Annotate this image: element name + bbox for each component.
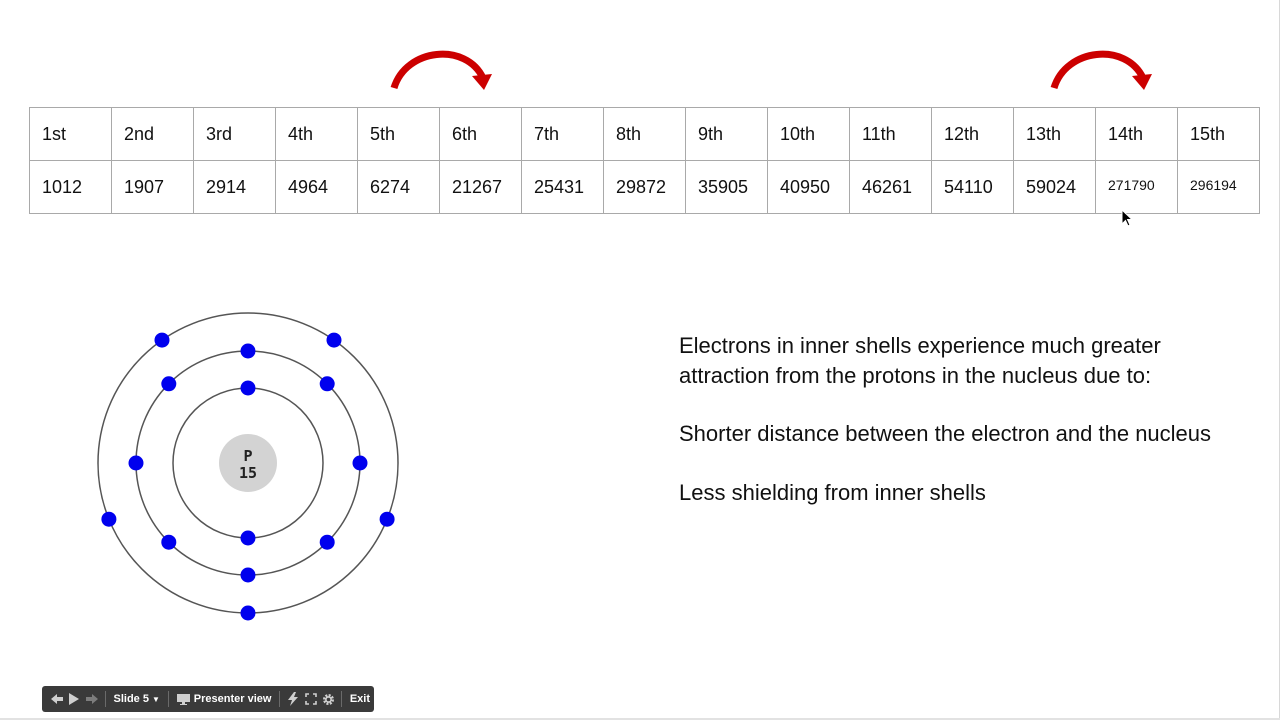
electron-shell-3 bbox=[101, 511, 117, 527]
ionisation-number-cell: 1st bbox=[29, 107, 112, 161]
ionisation-number-cell: 7th bbox=[521, 107, 604, 161]
table-value-row: 1012 1907 2914 4964 6274 21267 25431 29872 35905… bbox=[29, 160, 1260, 214]
ionisation-energy-cell: 35905 bbox=[685, 160, 768, 214]
chevron-down-icon: ▼ bbox=[151, 694, 160, 704]
settings-button[interactable] bbox=[319, 686, 337, 712]
slide-selector-dropdown[interactable]: Slide 5 ▼ bbox=[110, 686, 164, 712]
ionisation-number-cell: 4th bbox=[275, 107, 358, 161]
presenter-view-button[interactable]: Presenter view bbox=[173, 686, 276, 712]
toolbar-divider bbox=[167, 691, 169, 707]
nucleus bbox=[219, 434, 277, 492]
ionisation-number-cell: 13th bbox=[1013, 107, 1096, 161]
ionisation-energy-cell: 21267 bbox=[439, 160, 522, 214]
arrow-left-icon bbox=[50, 694, 63, 704]
ionisation-number-cell: 15th bbox=[1177, 107, 1260, 161]
laser-pointer-button[interactable] bbox=[284, 686, 302, 712]
ionisation-energy-cell: 1907 bbox=[111, 160, 194, 214]
ionisation-energy-table: 1st 2nd 3rd 4th 5th 6th 7th 8th 9th 10th 11th 12th 1… bbox=[29, 107, 1260, 214]
lightning-icon bbox=[288, 692, 299, 706]
mouse-cursor-icon bbox=[1121, 209, 1133, 227]
toolbar-divider bbox=[104, 691, 106, 707]
ionisation-number-cell: 8th bbox=[603, 107, 686, 161]
nucleus-protons: 15 bbox=[239, 464, 257, 482]
electron-shell-3 bbox=[154, 332, 170, 348]
electron-shell-2 bbox=[352, 455, 368, 471]
next-slide-button[interactable] bbox=[83, 686, 101, 712]
bohr-model-diagram: P 15 bbox=[97, 312, 399, 621]
exit-button[interactable]: Exit bbox=[346, 686, 374, 712]
ionisation-energy-cell: 46261 bbox=[849, 160, 932, 214]
fullscreen-button[interactable] bbox=[302, 686, 320, 712]
electron-shell-2 bbox=[319, 534, 335, 550]
toolbar-divider bbox=[279, 691, 281, 707]
toolbar-divider bbox=[340, 691, 342, 707]
ionisation-energy-cell: 6274 bbox=[357, 160, 440, 214]
previous-slide-button[interactable] bbox=[48, 686, 66, 712]
ionisation-number-cell: 3rd bbox=[193, 107, 276, 161]
ionisation-number-cell: 10th bbox=[767, 107, 850, 161]
jump-arrow-13-14 bbox=[1050, 50, 1152, 90]
nucleus-symbol: P bbox=[243, 447, 252, 465]
electron-shell-1 bbox=[240, 530, 256, 546]
electron-shell-2 bbox=[161, 376, 177, 392]
electron-shell-3 bbox=[326, 332, 342, 348]
reason-distance: Shorter distance between the electron an… bbox=[679, 421, 1212, 446]
ionisation-energy-cell: 1012 bbox=[29, 160, 112, 214]
ionisation-number-cell: 6th bbox=[439, 107, 522, 161]
electron-shell-2 bbox=[240, 567, 256, 583]
reason-shielding: Less shielding from inner shells bbox=[679, 479, 986, 505]
electron-shell-2 bbox=[240, 343, 256, 359]
ionisation-number-cell: 2nd bbox=[111, 107, 194, 161]
slide-selector-label: Slide 5 bbox=[113, 693, 149, 705]
electron-shell-3 bbox=[379, 511, 395, 527]
ionisation-number-cell: 5th bbox=[357, 107, 440, 161]
electron-shell-1 bbox=[240, 380, 256, 396]
jump-arrow-5-6 bbox=[390, 50, 492, 90]
ionisation-number-cell: 14th bbox=[1095, 107, 1178, 161]
ionisation-number-cell: 11th bbox=[849, 107, 932, 161]
electron-shell-2 bbox=[161, 534, 177, 550]
electron-shell-2 bbox=[319, 376, 335, 392]
ionisation-number-cell: 12th bbox=[931, 107, 1014, 161]
ionisation-energy-cell: 54110 bbox=[931, 160, 1014, 214]
ionisation-number-cell: 9th bbox=[685, 107, 768, 161]
ionisation-energy-cell: 4964 bbox=[275, 160, 358, 214]
arrow-right-icon bbox=[85, 694, 98, 704]
exit-label: Exit bbox=[349, 693, 371, 705]
ionisation-energy-cell: 25431 bbox=[521, 160, 604, 214]
presenter-view-label: Presenter view bbox=[193, 693, 272, 705]
electron-shell-3 bbox=[240, 605, 256, 621]
electron-shell-2 bbox=[128, 455, 144, 471]
monitor-icon bbox=[176, 693, 190, 705]
ionisation-energy-cell: 2914 bbox=[193, 160, 276, 214]
play-button[interactable] bbox=[66, 686, 84, 712]
ionisation-energy-cell: 296194 bbox=[1177, 160, 1260, 214]
explanation-text: Electrons in inner shells experience muc… bbox=[679, 331, 1219, 536]
presentation-toolbar: Slide 5 ▼ Presenter view Exit bbox=[42, 686, 374, 712]
explanation-intro: Electrons in inner shells experience muc… bbox=[679, 333, 1161, 388]
gear-icon bbox=[322, 693, 334, 705]
ionisation-energy-cell: 59024 bbox=[1013, 160, 1096, 214]
fullscreen-icon bbox=[304, 693, 317, 705]
ionisation-energy-cell: 29872 bbox=[603, 160, 686, 214]
table-header-row: 1st 2nd 3rd 4th 5th 6th 7th 8th 9th 10th 11th 12th 1… bbox=[29, 107, 1260, 161]
play-icon bbox=[69, 693, 80, 705]
ionisation-energy-cell: 40950 bbox=[767, 160, 850, 214]
slide-bottom-edge bbox=[0, 718, 1280, 720]
ionisation-energy-cell: 271790 bbox=[1095, 160, 1178, 214]
